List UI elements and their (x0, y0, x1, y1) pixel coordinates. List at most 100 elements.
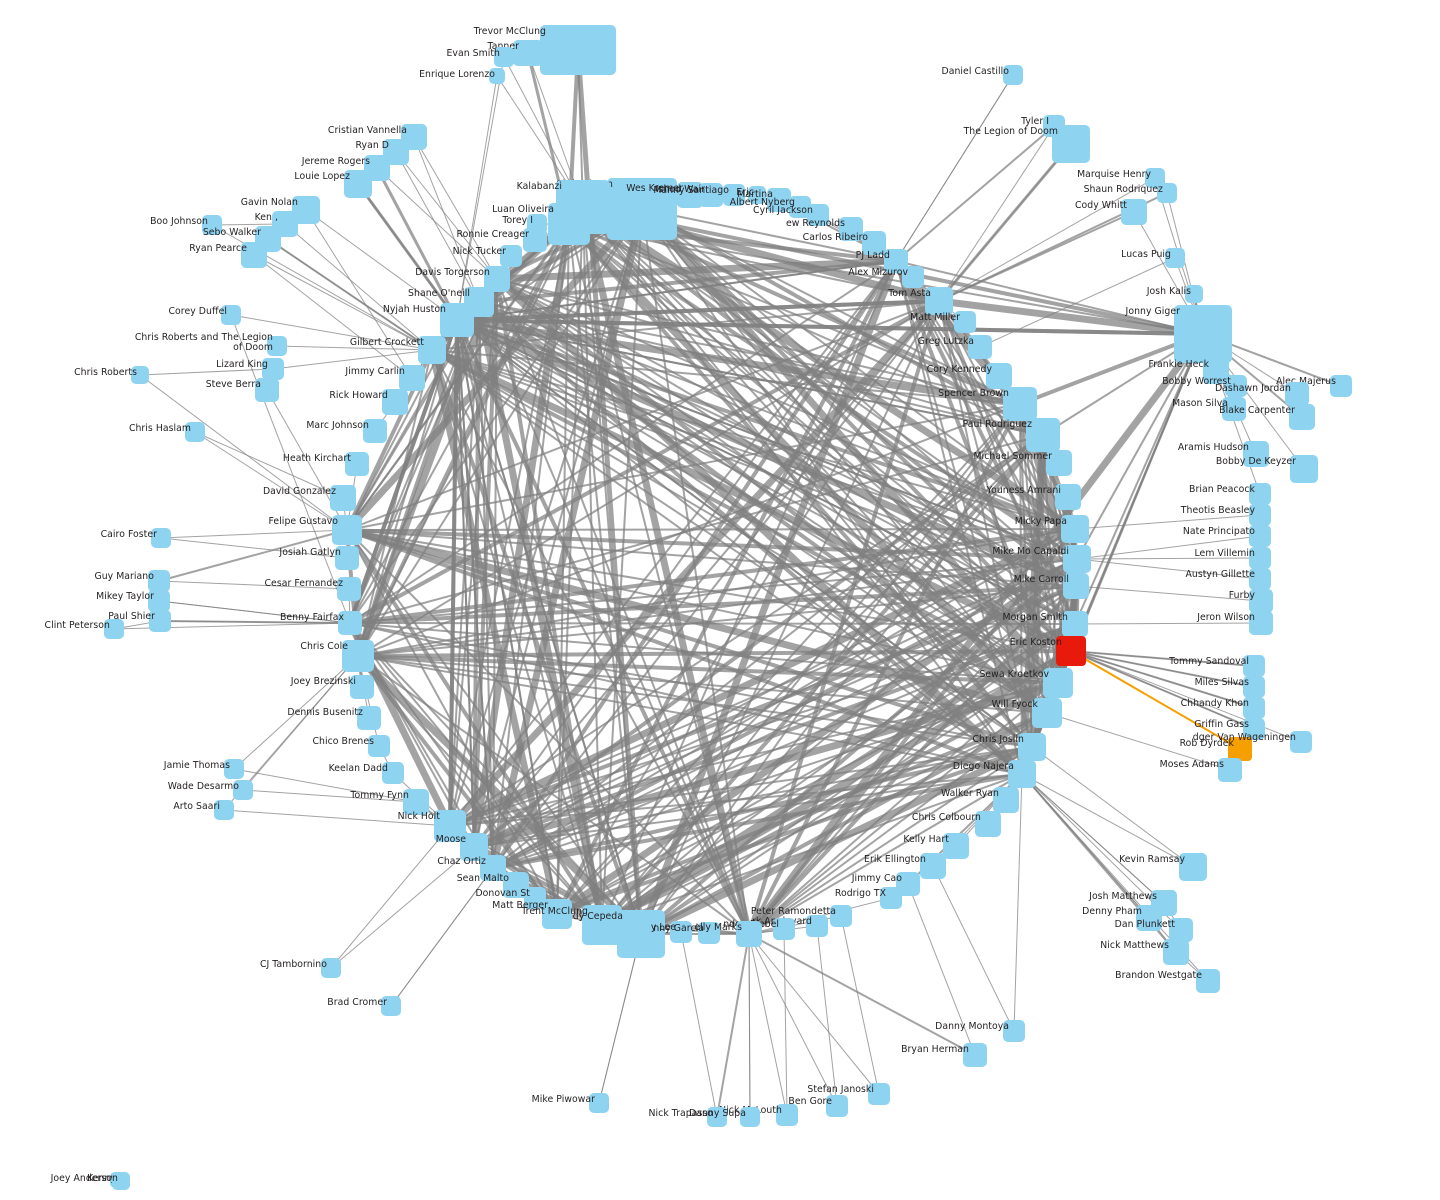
graph-node[interactable] (104, 619, 124, 639)
graph-node[interactable] (148, 590, 170, 612)
graph-node[interactable] (1243, 441, 1269, 467)
graph-node[interactable] (902, 266, 924, 288)
graph-node[interactable] (1285, 382, 1309, 406)
graph-node[interactable] (975, 811, 1001, 837)
graph-node[interactable] (1046, 450, 1072, 476)
graph-node[interactable] (368, 735, 390, 757)
graph-node[interactable] (344, 170, 372, 198)
graph-node[interactable] (1222, 397, 1246, 421)
graph-node[interactable] (748, 186, 766, 204)
graph-node[interactable] (500, 245, 522, 267)
graph-node[interactable] (963, 1043, 987, 1067)
graph-node[interactable] (1249, 483, 1271, 505)
graph-node[interactable] (1218, 758, 1242, 782)
graph-node[interactable] (523, 228, 547, 252)
graph-node[interactable] (617, 910, 665, 958)
graph-node[interactable] (112, 1172, 130, 1190)
graph-node[interactable] (1003, 65, 1023, 85)
graph-node[interactable] (1330, 375, 1352, 397)
graph-node[interactable] (262, 358, 284, 380)
graph-node[interactable] (342, 640, 374, 672)
graph-node[interactable] (148, 570, 170, 592)
graph-node[interactable] (986, 363, 1012, 389)
graph-node[interactable] (1249, 568, 1271, 590)
graph-node[interactable] (1018, 733, 1046, 761)
graph-node[interactable] (1174, 305, 1232, 363)
graph-node[interactable] (1290, 455, 1318, 483)
graph-node[interactable] (524, 887, 546, 909)
graph-node[interactable] (880, 887, 902, 909)
graph-node[interactable] (582, 905, 622, 945)
graph-node[interactable] (1063, 545, 1091, 573)
graph-node[interactable] (943, 833, 969, 859)
graph-node[interactable] (357, 706, 381, 730)
graph-node[interactable] (335, 546, 359, 570)
graph-node[interactable] (418, 336, 446, 364)
graph-node[interactable] (233, 780, 253, 800)
graph-node[interactable] (338, 611, 362, 635)
graph-node[interactable] (1043, 668, 1073, 698)
graph-node[interactable] (1243, 676, 1265, 698)
graph-node[interactable] (1243, 655, 1265, 677)
graph-node[interactable] (255, 378, 279, 402)
graph-node[interactable] (1062, 611, 1088, 637)
graph-node[interactable] (221, 305, 241, 325)
graph-node[interactable] (1003, 1020, 1025, 1042)
graph-node[interactable] (1289, 404, 1315, 430)
graph-node[interactable] (1243, 718, 1265, 740)
graph-node[interactable] (403, 789, 429, 815)
graph-node[interactable] (381, 996, 401, 1016)
graph-node[interactable] (202, 215, 222, 235)
graph-node[interactable] (513, 40, 543, 66)
graph-node[interactable] (1249, 547, 1271, 569)
graph-node[interactable] (1163, 939, 1189, 965)
graph-node[interactable] (1052, 125, 1090, 163)
graph-node[interactable] (1121, 199, 1147, 225)
graph-node[interactable] (993, 787, 1019, 813)
graph-node[interactable] (723, 184, 745, 206)
graph-node[interactable] (1169, 918, 1193, 942)
graph-node[interactable] (363, 419, 387, 443)
graph-node[interactable] (224, 759, 244, 779)
graph-node[interactable] (677, 182, 703, 208)
graph-node[interactable] (1056, 636, 1086, 666)
graph-node[interactable] (1063, 573, 1089, 599)
graph-node[interactable] (440, 303, 474, 337)
graph-node[interactable] (1026, 418, 1060, 452)
graph-node[interactable] (1249, 589, 1273, 613)
graph-node[interactable] (149, 610, 171, 632)
graph-node[interactable] (1249, 504, 1271, 526)
graph-node[interactable] (330, 485, 356, 511)
graph-node[interactable] (1165, 248, 1185, 268)
graph-node[interactable] (776, 1104, 798, 1126)
graph-node[interactable] (489, 68, 505, 84)
graph-node[interactable] (1055, 484, 1081, 510)
graph-node[interactable] (1290, 731, 1312, 753)
graph-node[interactable] (839, 217, 863, 241)
graph-node[interactable] (1225, 375, 1247, 397)
graph-node[interactable] (773, 918, 795, 940)
graph-node[interactable] (707, 1107, 727, 1127)
graph-node[interactable] (241, 242, 267, 268)
graph-node[interactable] (345, 452, 369, 476)
graph-node[interactable] (1061, 515, 1089, 543)
graph-node[interactable] (1196, 969, 1220, 993)
graph-node[interactable] (382, 389, 408, 415)
graph-node[interactable] (698, 922, 720, 944)
graph-node[interactable] (267, 336, 287, 356)
graph-node[interactable] (548, 203, 590, 245)
graph-node[interactable] (321, 958, 341, 978)
graph-node[interactable] (1185, 285, 1203, 303)
graph-node[interactable] (1203, 358, 1229, 384)
graph-node[interactable] (151, 528, 171, 548)
graph-node[interactable] (589, 1093, 609, 1113)
graph-node[interactable] (131, 366, 149, 384)
graph-node[interactable] (1008, 760, 1036, 788)
graph-node[interactable] (670, 921, 692, 943)
graph-node[interactable] (920, 853, 946, 879)
graph-node[interactable] (1249, 611, 1273, 635)
graph-node[interactable] (382, 762, 404, 784)
graph-node[interactable] (399, 365, 425, 391)
graph-node[interactable] (806, 915, 828, 937)
